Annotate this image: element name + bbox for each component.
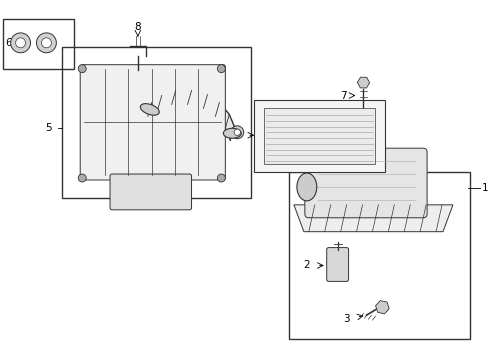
Circle shape	[78, 174, 86, 182]
Text: 1: 1	[481, 183, 488, 193]
Circle shape	[41, 38, 51, 48]
Circle shape	[234, 129, 240, 135]
Circle shape	[78, 65, 86, 73]
FancyBboxPatch shape	[326, 248, 348, 282]
Ellipse shape	[223, 128, 241, 138]
Ellipse shape	[140, 104, 159, 115]
Circle shape	[217, 174, 225, 182]
Circle shape	[230, 126, 243, 139]
FancyBboxPatch shape	[304, 148, 426, 218]
Text: 5: 5	[45, 123, 52, 133]
Bar	[264, 108, 375, 164]
Text: 9: 9	[201, 163, 207, 173]
Bar	[2, 19, 74, 69]
Ellipse shape	[296, 173, 316, 201]
FancyBboxPatch shape	[80, 65, 225, 180]
Circle shape	[217, 65, 225, 73]
Text: 8: 8	[134, 22, 141, 32]
Bar	[62, 47, 251, 198]
Text: 6: 6	[5, 38, 12, 48]
FancyBboxPatch shape	[110, 174, 191, 210]
Circle shape	[37, 33, 56, 53]
Text: 3: 3	[343, 314, 349, 324]
Polygon shape	[293, 205, 452, 232]
Circle shape	[16, 38, 25, 48]
Text: 7: 7	[340, 90, 346, 100]
Bar	[288, 172, 469, 339]
Bar	[254, 100, 385, 172]
Polygon shape	[147, 91, 234, 140]
Circle shape	[11, 33, 30, 53]
Text: 4: 4	[233, 130, 240, 140]
Text: 2: 2	[303, 261, 309, 270]
